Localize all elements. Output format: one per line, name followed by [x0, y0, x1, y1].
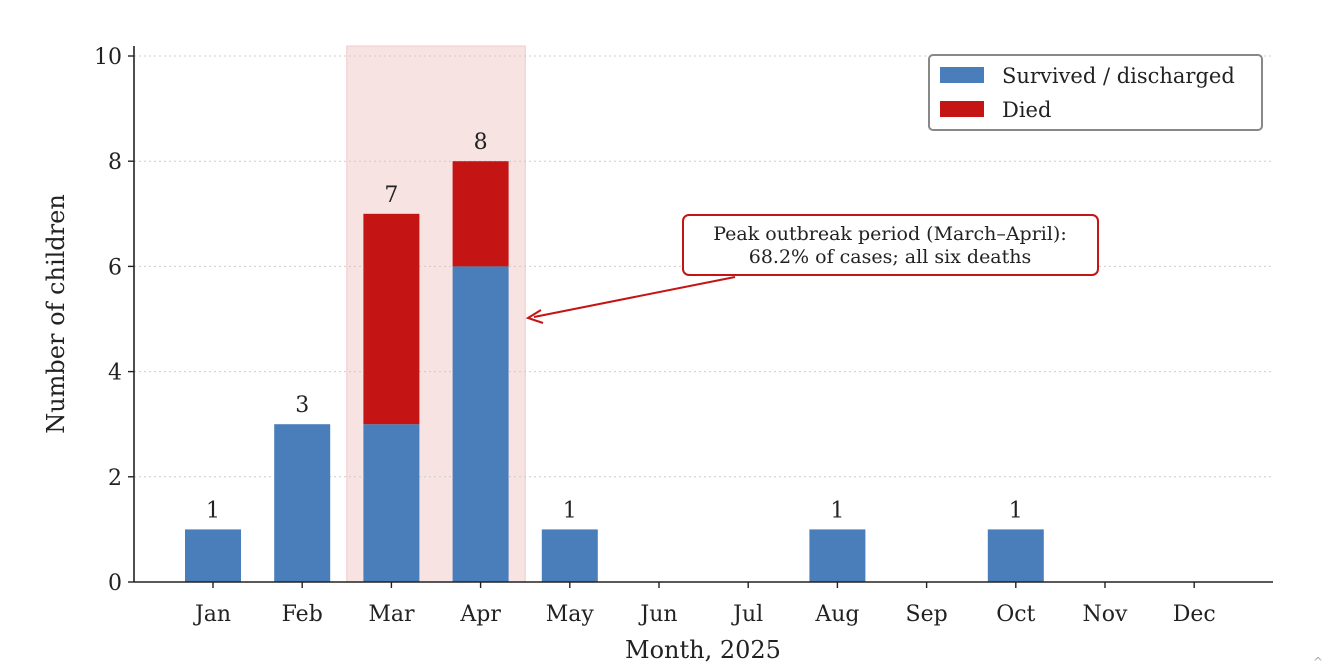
x-tick-label-apr: Apr [459, 602, 501, 627]
data-label-apr: 8 [474, 130, 488, 155]
annotation-line-1: Peak outbreak period (March–April): [713, 223, 1067, 245]
data-label-aug: 1 [830, 498, 844, 523]
x-tick-label-may: May [546, 602, 595, 627]
legend-box [928, 54, 1263, 131]
bar-apr-survived-discharged [452, 266, 509, 582]
bar-apr-died [452, 161, 509, 267]
x-axis-title: Month, 2025 [625, 636, 781, 664]
annotation-arrow-head [525, 309, 544, 324]
x-tick-label-jul: Jul [731, 602, 763, 627]
x-tick-label-oct: Oct [996, 602, 1035, 627]
data-label-jan: 1 [206, 498, 220, 523]
bar-may-survived-discharged [541, 529, 598, 582]
legend-swatch-survived [940, 67, 984, 83]
data-label-mar: 7 [384, 183, 398, 208]
legend-label-died: Died [1002, 98, 1051, 122]
x-tick-label-aug: Aug [814, 602, 859, 627]
data-labels: 1 3 7 8 1 1 1 [206, 130, 1023, 523]
annotation: Peak outbreak period (March–April): 68.2… [525, 214, 1099, 324]
legend: Survived / discharged Died [928, 54, 1263, 131]
data-label-feb: 3 [295, 393, 309, 418]
axes [133, 46, 1273, 583]
bar-mar-survived-discharged [363, 424, 420, 582]
annotation-arrow [533, 276, 736, 318]
x-tick-label-jun: Jun [638, 602, 677, 627]
bar-mar-died [363, 213, 420, 425]
data-label-oct: 1 [1009, 498, 1023, 523]
annotation-line-2: 68.2% of cases; all six deaths [749, 246, 1032, 268]
x-tick-label-feb: Feb [282, 602, 323, 627]
bar-jan-survived-discharged [185, 529, 241, 582]
bars [185, 161, 1044, 582]
bar-feb-survived-discharged [274, 424, 331, 582]
y-tick-label-0: 0 [108, 571, 122, 596]
x-tick-label-mar: Mar [368, 602, 415, 627]
bar-aug-survived-discharged [809, 529, 866, 582]
y-tick-label-4: 4 [108, 361, 122, 386]
legend-label-survived: Survived / discharged [1002, 64, 1235, 88]
data-label-may: 1 [563, 498, 577, 523]
annotation-box [682, 214, 1099, 276]
corner-caret-icon: ^ [1313, 655, 1323, 667]
x-tick-label-sep: Sep [906, 602, 948, 627]
y-tick-label-10: 10 [94, 45, 122, 70]
x-tick-label-dec: Dec [1173, 602, 1216, 627]
tick-labels: 0 2 4 6 8 10 Jan Feb Mar Apr May Jun Jul Aug Sep Oct Nov… [94, 45, 1216, 627]
legend-swatch-died [940, 101, 984, 117]
y-tick-label-6: 6 [108, 255, 122, 280]
x-tick-label-nov: Nov [1083, 602, 1128, 627]
y-tick-label-2: 2 [108, 466, 122, 491]
y-tick-label-8: 8 [108, 150, 122, 175]
bar-oct-survived-discharged [987, 529, 1044, 582]
y-axis-title: Number of children [42, 194, 70, 434]
x-tick-label-jan: Jan [193, 602, 231, 627]
